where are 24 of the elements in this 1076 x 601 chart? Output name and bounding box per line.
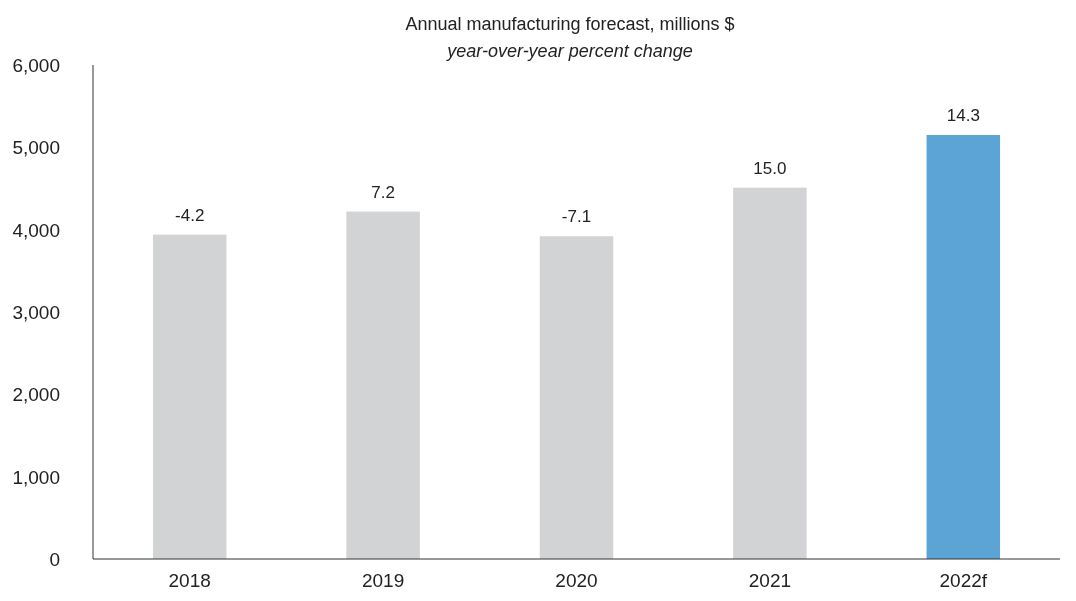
annotation: 15.0 bbox=[753, 158, 787, 178]
y-tick-label: 4,000 bbox=[12, 219, 60, 241]
x-tick-label: 2018 bbox=[168, 570, 211, 591]
x-tick-label: 2021 bbox=[748, 570, 792, 591]
x-tick-label: 2022f bbox=[939, 570, 988, 591]
annotation: 7.2 bbox=[371, 182, 395, 202]
y-tick-label: 5,000 bbox=[12, 137, 60, 159]
y-tick-label: 0 bbox=[49, 549, 60, 570]
bar bbox=[152, 234, 227, 559]
bar bbox=[926, 134, 1001, 559]
x-tick-label: 2020 bbox=[555, 570, 598, 591]
annotation: -7.1 bbox=[561, 207, 592, 227]
chart-subtitle: year-over-year percent change bbox=[445, 41, 693, 61]
y-tick-label: 2,000 bbox=[12, 384, 60, 406]
annotation: 14.3 bbox=[946, 105, 980, 125]
y-tick-label: 1,000 bbox=[12, 466, 60, 488]
chart-title: Annual manufacturing forecast, millions $ bbox=[405, 14, 735, 34]
bar bbox=[733, 187, 807, 559]
y-tick-label: 3,000 bbox=[12, 302, 60, 323]
x-tick-label: 2019 bbox=[361, 570, 405, 591]
y-tick-label: 6,000 bbox=[12, 55, 60, 76]
annotation: -4.2 bbox=[175, 205, 205, 225]
bar bbox=[539, 236, 614, 559]
bar bbox=[346, 211, 420, 559]
